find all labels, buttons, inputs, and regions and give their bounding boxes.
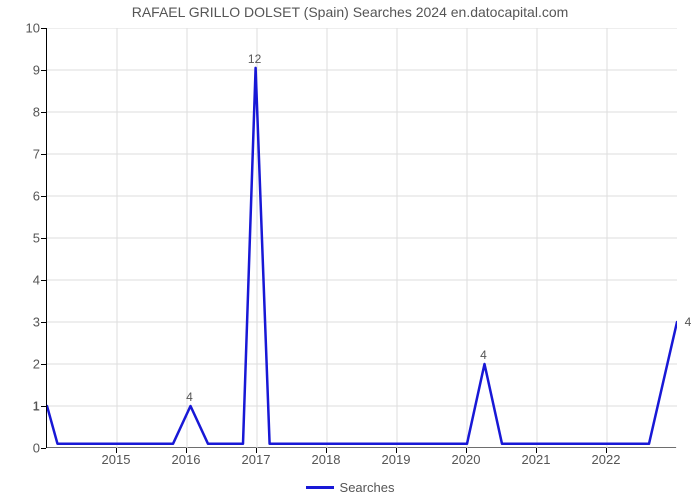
x-tick-label: 2021 [522,452,551,467]
series-layer [47,28,677,448]
y-tick-label: 10 [26,21,40,36]
y-tick-mark [41,238,46,239]
value-label: 4 [186,390,193,404]
y-tick-mark [41,154,46,155]
value-label: 4 [480,348,487,362]
y-tick-label: 9 [33,63,40,78]
y-tick-mark [41,322,46,323]
chart-plot-area [46,28,676,448]
x-tick-mark [326,448,327,453]
x-tick-mark [116,448,117,453]
y-tick-label: 0 [33,441,40,456]
x-tick-label: 2016 [172,452,201,467]
y-tick-mark [41,70,46,71]
y-tick-mark [41,448,46,449]
x-tick-mark [396,448,397,453]
x-tick-label: 2015 [102,452,131,467]
y-tick-mark [41,364,46,365]
x-tick-label: 2019 [382,452,411,467]
x-tick-label: 2018 [312,452,341,467]
chart-title: RAFAEL GRILLO DOLSET (Spain) Searches 20… [0,4,700,20]
y-tick-mark [41,196,46,197]
value-label: 12 [248,52,261,66]
x-tick-label: 2020 [452,452,481,467]
y-tick-mark [41,280,46,281]
y-tick-label: 7 [33,147,40,162]
x-tick-label: 2017 [242,452,271,467]
y-tick-mark [41,406,46,407]
x-tick-mark [536,448,537,453]
legend: Searches [0,476,700,495]
legend-label: Searches [340,480,395,495]
y-tick-mark [41,28,46,29]
y-tick-label: 8 [33,105,40,120]
x-tick-mark [256,448,257,453]
y-tick-label: 5 [33,231,40,246]
value-label: 4 [685,315,692,329]
x-tick-label: 2022 [592,452,621,467]
y-tick-label: 2 [33,357,40,372]
x-tick-mark [186,448,187,453]
x-tick-mark [606,448,607,453]
value-label: 1 [33,399,40,413]
legend-swatch [306,486,334,489]
y-tick-label: 3 [33,315,40,330]
y-tick-label: 6 [33,189,40,204]
x-tick-mark [466,448,467,453]
y-tick-label: 4 [33,273,40,288]
y-tick-mark [41,112,46,113]
